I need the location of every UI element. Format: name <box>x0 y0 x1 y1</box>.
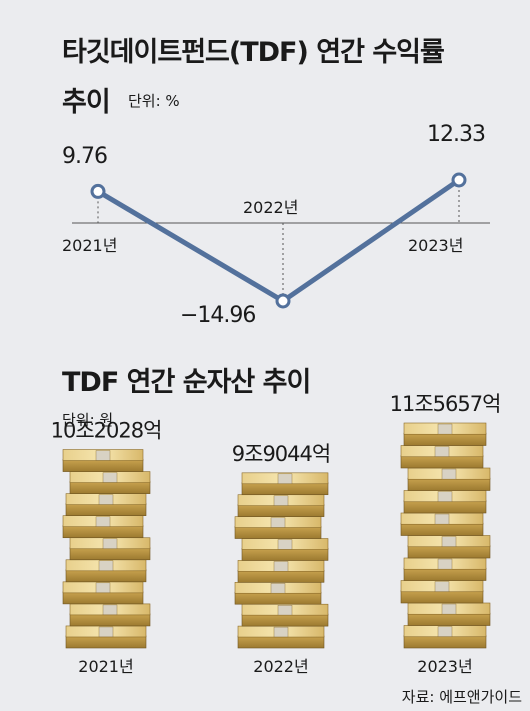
bill-stack-side <box>62 591 144 605</box>
source-note: 자료: 에프앤가이드 <box>401 688 522 706</box>
bill-band <box>273 561 289 572</box>
bill-stack-side <box>65 503 147 516</box>
bill-band <box>434 446 450 457</box>
bar-value-label: 9조9044억 <box>232 442 330 466</box>
bill-band <box>273 626 289 638</box>
line-chart-unit: 단위: % <box>128 92 180 110</box>
bill-stack-side <box>234 591 322 605</box>
value-label: 12.33 <box>427 122 485 147</box>
bill-stack-side <box>403 500 487 514</box>
bill-band <box>98 626 114 638</box>
bill-stack-side <box>407 477 491 491</box>
bill-stack-side <box>403 432 487 446</box>
bill-band <box>277 473 293 484</box>
bill-stack-side <box>237 504 325 517</box>
bill-band <box>270 583 286 594</box>
bill-stack-side <box>237 635 325 649</box>
bill-stack-side <box>400 522 484 536</box>
x-tick-label: 2022년 <box>243 198 298 217</box>
value-label: −14.96 <box>180 303 255 328</box>
bill-band <box>441 603 457 615</box>
bill-band <box>437 423 453 435</box>
bill-stack-side <box>403 635 487 649</box>
bill-band <box>437 626 453 637</box>
bill-stack-side <box>241 548 329 561</box>
bar-chart-title: TDF 연간 순자산 추이 <box>62 367 311 398</box>
bill-stack-side <box>69 613 151 627</box>
data-point <box>90 183 106 199</box>
line-chart-title: 타깃데이트펀드(TDF) 연간 수익률 <box>62 37 445 68</box>
bill-band <box>441 536 457 547</box>
bill-band <box>437 558 453 570</box>
line-chart-title-line2: 추이 <box>62 87 111 118</box>
bill-stack-side <box>403 567 487 581</box>
bill-band <box>98 494 114 505</box>
bill-stack-side <box>400 455 484 469</box>
bill-stack-side <box>69 547 151 561</box>
bar-category-label: 2023년 <box>417 657 472 676</box>
bill-band <box>98 560 114 571</box>
bill-band <box>95 516 111 527</box>
bill-stack-side <box>69 481 151 494</box>
bill-stack-side <box>407 612 491 626</box>
bill-stack-side <box>65 569 147 583</box>
bar-value-label: 10조2028억 <box>51 419 162 443</box>
bill-band <box>434 581 450 592</box>
bill-stack-side <box>62 459 144 472</box>
bar-category-label: 2021년 <box>78 657 133 676</box>
bill-band <box>277 605 293 616</box>
bill-band <box>270 517 286 528</box>
x-tick-label: 2021년 <box>62 236 117 255</box>
bill-stack-side <box>65 635 147 649</box>
bar-chart-unit: 단위: 원 <box>62 411 114 429</box>
bill-stack-side <box>407 545 491 559</box>
bill-band <box>434 513 450 525</box>
bar-value-label: 11조5657억 <box>390 392 501 416</box>
bill-band <box>441 468 457 480</box>
bill-stack-side <box>241 482 329 496</box>
bill-band <box>102 472 118 483</box>
bill-band <box>95 582 111 593</box>
money-bar <box>234 472 329 649</box>
bill-band <box>273 495 289 506</box>
bill-stack-side <box>237 569 325 583</box>
bar-category-label: 2022년 <box>253 657 308 676</box>
x-tick-label: 2023년 <box>408 236 463 255</box>
money-bar <box>400 422 491 649</box>
bill-band <box>102 604 118 616</box>
bill-band <box>437 491 453 502</box>
data-point <box>451 172 467 188</box>
bill-band <box>102 538 118 549</box>
data-point <box>275 293 291 309</box>
bill-stack-side <box>400 590 484 604</box>
bill-band <box>277 539 293 550</box>
bill-band <box>95 450 111 461</box>
money-bar <box>62 449 151 649</box>
bill-stack-side <box>62 525 144 539</box>
bill-stack-side <box>241 613 329 627</box>
value-label: 9.76 <box>62 144 107 169</box>
bill-stack-side <box>234 526 322 539</box>
